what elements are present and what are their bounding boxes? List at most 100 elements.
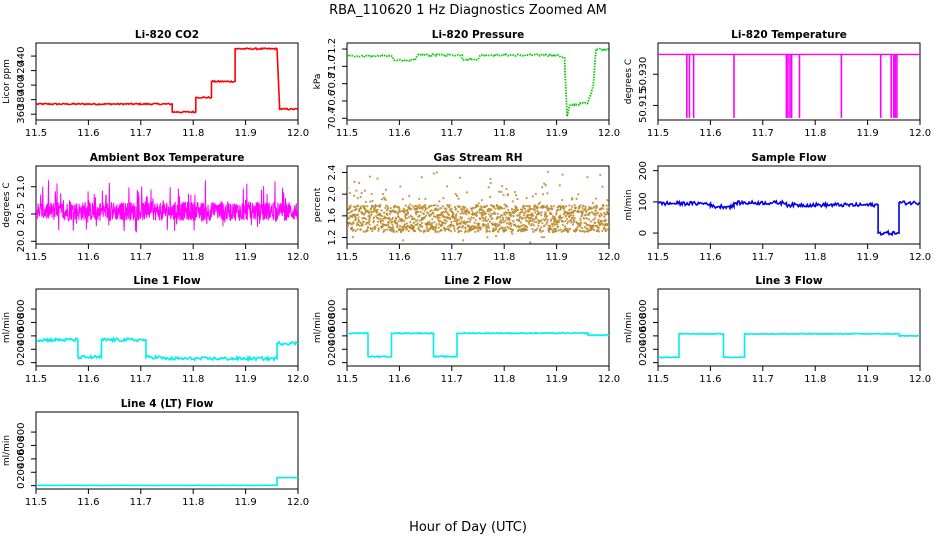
data-point xyxy=(347,205,349,208)
data-point xyxy=(418,204,421,207)
data-point xyxy=(354,205,357,209)
data-point xyxy=(504,211,507,214)
data-point xyxy=(551,215,554,218)
data-point xyxy=(406,213,409,216)
data-point xyxy=(540,219,543,222)
data-point xyxy=(593,217,597,220)
data-point xyxy=(494,234,498,238)
data-point xyxy=(455,213,458,216)
data-point xyxy=(600,214,603,217)
data-point xyxy=(601,245,603,247)
data-point xyxy=(515,210,518,213)
data-point xyxy=(376,224,379,227)
data-point xyxy=(436,209,440,212)
data-point xyxy=(370,192,373,196)
data-point xyxy=(571,216,574,219)
data-point xyxy=(596,211,600,214)
data-point xyxy=(463,231,466,234)
data-point xyxy=(561,198,564,202)
data-point xyxy=(511,232,514,235)
x-tick-label: 11.5 xyxy=(25,128,47,139)
data-point xyxy=(460,207,463,210)
data-point xyxy=(551,225,554,228)
data-point xyxy=(563,225,567,228)
data-point xyxy=(546,220,549,224)
data-point xyxy=(410,208,413,211)
data-point xyxy=(591,207,594,210)
data-point xyxy=(415,208,419,211)
data-point xyxy=(512,215,515,218)
data-point xyxy=(373,206,376,209)
data-point xyxy=(586,176,589,179)
data-point xyxy=(470,216,473,219)
data-point xyxy=(563,229,566,232)
data-point xyxy=(453,205,457,209)
data-point xyxy=(503,226,506,229)
data-point xyxy=(347,225,349,228)
data-point xyxy=(378,205,381,208)
panel-title: Li-820 Pressure xyxy=(432,29,525,41)
data-point xyxy=(545,217,548,220)
data-point xyxy=(387,222,390,226)
data-point xyxy=(529,241,532,244)
x-tick-label: 11.6 xyxy=(77,128,99,139)
data-point xyxy=(525,228,529,231)
data-point xyxy=(386,207,390,210)
data-point xyxy=(358,224,361,227)
data-point xyxy=(575,206,578,209)
x-tick-label: 12.0 xyxy=(909,252,931,263)
data-point xyxy=(519,221,522,224)
data-point xyxy=(460,216,463,219)
y-tick-label: 400 xyxy=(327,326,338,345)
y-tick-label: 600 xyxy=(16,436,27,455)
data-point xyxy=(375,204,378,207)
x-tick-label: 11.5 xyxy=(647,252,669,263)
data-point xyxy=(416,210,419,214)
data-point xyxy=(586,224,590,227)
data-point xyxy=(459,212,462,215)
x-tick-label: 11.8 xyxy=(493,128,515,139)
data-point xyxy=(580,214,583,217)
data-point xyxy=(454,193,457,196)
data-point xyxy=(518,220,521,223)
plot-frame xyxy=(346,42,610,121)
data-point xyxy=(576,209,579,212)
data-point xyxy=(485,224,488,227)
data-point xyxy=(395,222,399,225)
data-point xyxy=(500,190,503,194)
data-point xyxy=(490,214,493,217)
data-point xyxy=(440,229,443,232)
data-point xyxy=(417,226,420,229)
data-point xyxy=(578,222,581,225)
x-tick-label: 12.0 xyxy=(909,374,931,385)
data-point xyxy=(571,197,574,200)
series-line xyxy=(36,47,298,114)
data-point xyxy=(552,205,555,208)
x-tick-label: 11.9 xyxy=(234,128,256,139)
y-tick-label: 200 xyxy=(16,340,27,359)
data-point xyxy=(389,207,392,210)
data-point xyxy=(515,207,518,210)
data-point xyxy=(579,219,582,222)
data-point xyxy=(531,228,534,231)
y-tick-label: 71.2 xyxy=(327,38,338,60)
data-point xyxy=(368,219,371,222)
data-point xyxy=(461,210,464,213)
data-point xyxy=(559,214,562,217)
data-point xyxy=(562,204,565,208)
data-point xyxy=(468,210,471,214)
data-point xyxy=(494,212,497,215)
data-point xyxy=(573,209,576,212)
panel: Li-820 Temperature degrees C 11.5 11.6 11.7 1… xyxy=(624,29,931,139)
x-tick-label: 11.5 xyxy=(25,497,47,508)
x-tick-label: 11.5 xyxy=(25,252,47,263)
data-point xyxy=(598,215,601,218)
data-point xyxy=(381,193,384,196)
data-point xyxy=(369,214,372,217)
data-point xyxy=(377,227,380,230)
data-point xyxy=(439,207,442,210)
data-point xyxy=(604,212,607,216)
data-point xyxy=(422,212,425,215)
data-point xyxy=(598,224,602,227)
data-point xyxy=(480,206,483,209)
